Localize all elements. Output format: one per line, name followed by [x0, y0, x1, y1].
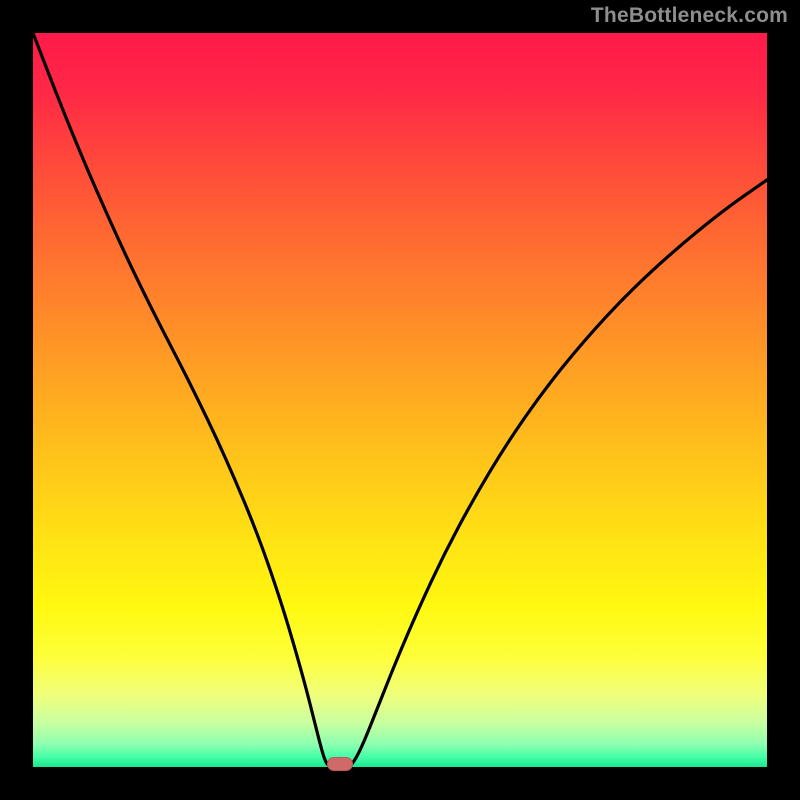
v-curve [33, 33, 767, 767]
watermark-text: TheBottleneck.com [591, 4, 788, 28]
min-marker [327, 757, 353, 771]
plot-area [33, 33, 767, 767]
chart-canvas: TheBottleneck.com [0, 0, 800, 800]
